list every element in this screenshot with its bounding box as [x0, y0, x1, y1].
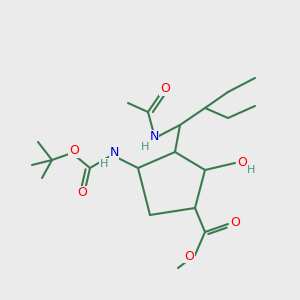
- Text: N: N: [109, 146, 119, 160]
- Text: H: H: [141, 142, 149, 152]
- Text: H: H: [100, 159, 108, 169]
- Text: H: H: [247, 165, 255, 175]
- Text: O: O: [184, 250, 194, 262]
- Text: O: O: [160, 82, 170, 95]
- Text: O: O: [230, 217, 240, 230]
- Text: N: N: [149, 130, 159, 143]
- Text: O: O: [69, 145, 79, 158]
- Text: O: O: [237, 155, 247, 169]
- Text: O: O: [77, 187, 87, 200]
